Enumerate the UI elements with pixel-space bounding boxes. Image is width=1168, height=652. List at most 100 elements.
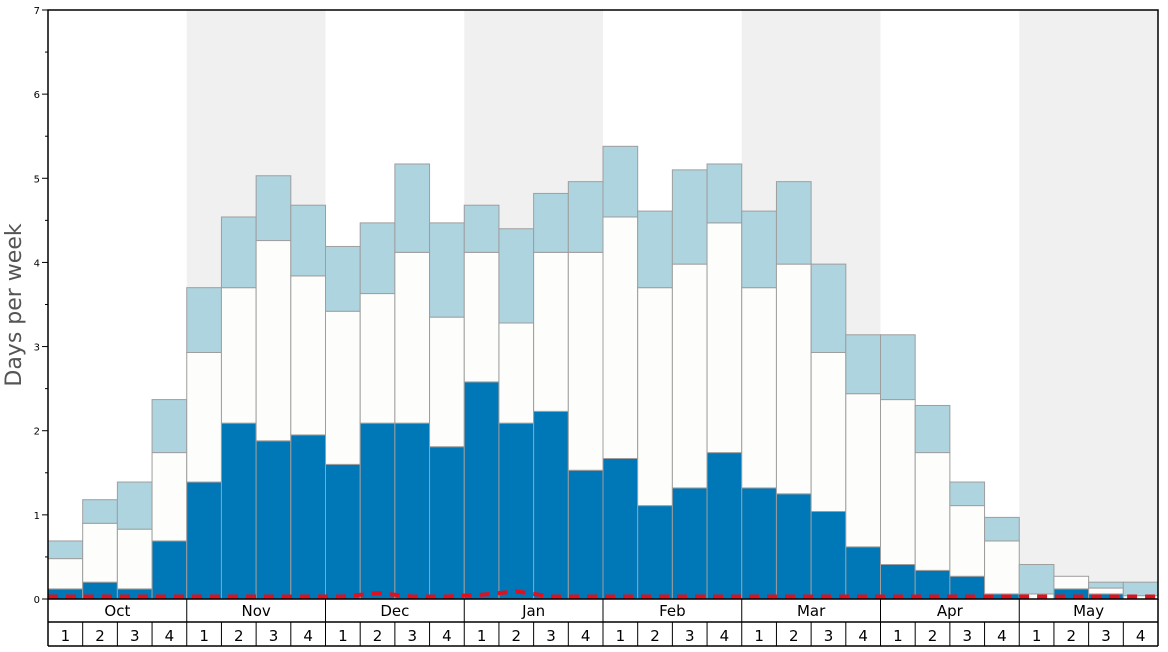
bar-dark-dec-w4 [429,446,465,600]
y-axis-title: Days per week [2,223,27,386]
month-shade-may [1019,10,1158,599]
bar-light-dec-w3 [394,163,431,253]
y-tick-label-7: 7 [34,6,40,17]
bar-light-oct-w3 [116,481,153,530]
bar-dark-dec-w3 [394,422,431,600]
bar-light-apr-w4 [984,516,1020,542]
week-label-apr-w3: 3 [962,627,972,645]
week-label-dec-w3: 3 [407,627,417,645]
week-label-dec-w1: 1 [338,627,348,645]
bar-light-mar-w4 [845,334,881,395]
week-label-mar-w4: 4 [858,627,868,645]
week-label-jan-w3: 3 [546,627,556,645]
bar-light-dec-w1 [325,245,361,312]
bar-light-feb-w1 [602,145,639,218]
bar-light-oct-w2 [82,499,118,524]
week-label-feb-w3: 3 [685,627,695,645]
week-label-nov-w4: 4 [303,627,313,645]
week-label-nov-w3: 3 [269,627,279,645]
bar-light-nov-w3 [255,175,292,242]
x-axis: Oct 1 2 3 4 Nov 1 2 3 4 Dec 1 2 3 4 Jan 1 2 3 4 Feb 1 2 3 4 Mar 1 2… [47,599,1159,647]
week-label-feb-w1: 1 [616,627,626,645]
bar-white-apr-w1 [880,399,916,566]
bar-white-dec-w1 [325,310,361,465]
bar-white-mar-w2 [775,263,812,495]
bar-white-mar-w3 [810,351,847,512]
bar-white-jan-w4 [567,251,604,471]
month-label-may: May [1073,602,1104,620]
bar-light-nov-w2 [220,216,257,289]
bar-light-dec-w2 [359,222,396,295]
bar-dark-jan-w3 [533,410,569,600]
bar-white-nov-w2 [220,287,257,424]
month-label-nov: Nov [241,602,270,620]
bar-white-feb-w3 [671,263,708,489]
bar-white-apr-w3 [949,505,986,577]
bar-dark-jan-w4 [567,469,604,600]
week-label-oct-w2: 2 [95,627,105,645]
bar-dark-jan-w1 [463,381,500,600]
bar-dark-dec-w1 [325,463,361,600]
bar-dark-jan-w2 [498,422,535,600]
week-label-feb-w2: 2 [650,627,660,645]
bar-white-dec-w3 [394,251,431,424]
series-line-dashed [48,589,1158,599]
bar-white-may-w3 [1088,587,1124,595]
bar-white-mar-w4 [845,393,881,548]
bar-dark-nov-w1 [186,481,222,600]
bar-dark-oct-w4 [151,540,188,600]
week-label-mar-w2: 2 [789,627,799,645]
bar-dark-mar-w3 [810,510,847,600]
week-label-oct-w1: 1 [61,627,71,645]
y-tick-label-6: 6 [34,90,40,101]
month-label-dec: Dec [380,602,409,620]
month-label-oct: Oct [104,602,130,620]
bar-white-apr-w2 [914,452,951,571]
bar-light-mar-w3 [810,263,847,353]
bar-light-mar-w2 [775,181,812,265]
bar-white-feb-w4 [706,222,743,454]
bar-dark-mar-w1 [741,487,777,600]
bar-white-jan-w3 [533,251,569,412]
bar-light-jan-w1 [463,204,500,253]
bar-light-oct-w1 [47,540,84,560]
bar-dark-apr-w1 [880,564,916,600]
week-label-apr-w2: 2 [928,627,938,645]
week-label-jan-w1: 1 [477,627,487,645]
week-label-oct-w3: 3 [130,627,140,645]
y-tick-label-2: 2 [34,427,40,438]
bar-dark-dec-w2 [359,422,396,600]
bar-white-jan-w1 [463,251,500,383]
bar-light-mar-w1 [741,210,777,289]
bar-white-dec-w2 [359,293,396,424]
week-label-feb-w4: 4 [720,627,730,645]
y-tick-label-4: 4 [34,258,40,269]
week-label-jan-w4: 4 [581,627,591,645]
bar-white-oct-w2 [82,522,118,583]
bar-white-oct-w1 [47,558,84,590]
bar-light-may-w3 [1088,581,1124,589]
bar-light-feb-w4 [706,163,743,224]
bar-light-feb-w2 [637,210,673,289]
week-label-dec-w4: 4 [442,627,452,645]
bar-light-may-w1 [1018,564,1055,595]
bar-light-apr-w3 [949,481,986,507]
bar-white-feb-w2 [637,287,673,507]
bar-dark-feb-w4 [706,452,743,600]
bar-dark-mar-w4 [845,546,881,600]
bar-white-jan-w2 [498,322,535,424]
bar-light-feb-w3 [671,169,708,265]
month-label-apr: Apr [937,602,964,620]
month-label-mar: Mar [797,602,826,620]
bar-white-feb-w1 [602,216,639,459]
month-label-feb: Feb [659,602,686,620]
bar-white-oct-w3 [116,528,153,590]
bar-dark-feb-w2 [637,505,673,600]
bar-white-may-w2 [1053,575,1090,590]
week-label-may-w3: 3 [1101,627,1111,645]
bar-dark-feb-w1 [602,457,639,600]
week-label-nov-w1: 1 [199,627,209,645]
bar-dark-nov-w4 [290,434,326,600]
